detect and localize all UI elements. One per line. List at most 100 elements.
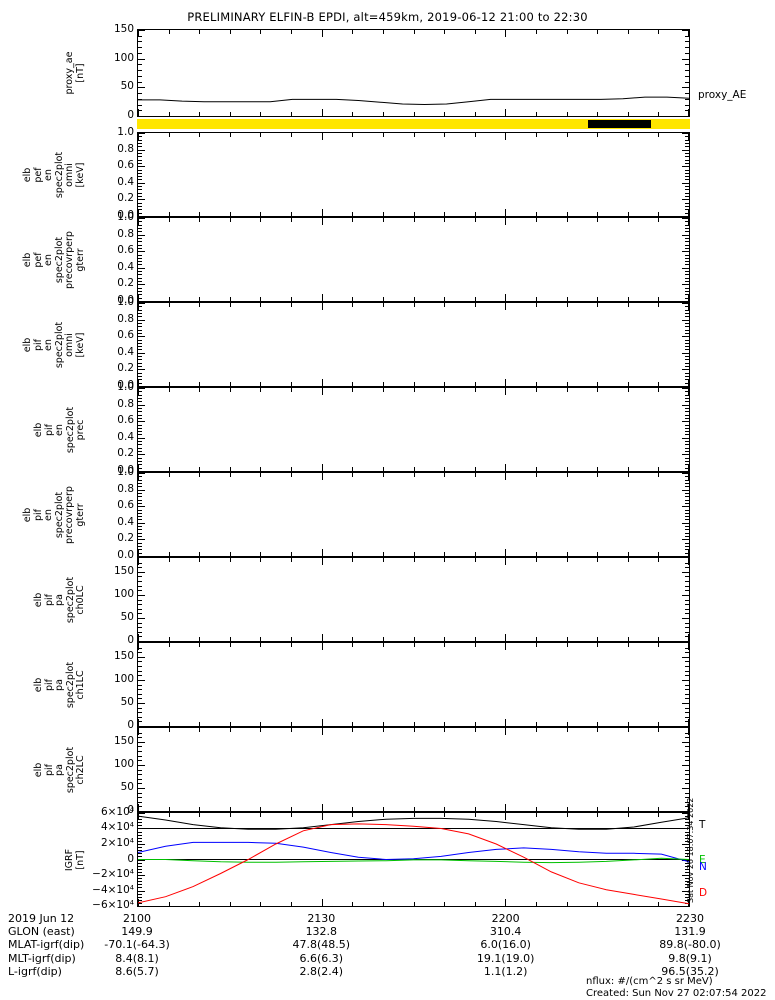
y-axis-label-igrf: IGRF [nT] bbox=[64, 812, 86, 907]
y-tick-label: 0.6 bbox=[117, 244, 134, 256]
y-axis-label-line: ch2LC bbox=[74, 754, 86, 785]
y-axis-label-elb-pef-en-precovrperp-gterr: elb pef en spec2plot precovrperp gterr bbox=[22, 217, 86, 302]
y-axis-label-line: prec bbox=[74, 419, 86, 440]
series-path-n bbox=[138, 841, 689, 863]
y-axis-label-line: spec2plot bbox=[64, 576, 75, 623]
axis-annotation-table: 2019 Jun 12 2100 2130 2200 2230 GLON (east) 14… bbox=[8, 912, 775, 978]
y-tick-label: 0 bbox=[127, 804, 134, 816]
y-tick-label: 0.6 bbox=[117, 159, 134, 171]
y-tick-label: 6×10⁴ bbox=[100, 806, 134, 818]
axis-annotation-value: 9.8(9.1) bbox=[668, 951, 712, 965]
panel-elb-pef-en-precovrperp-gterr bbox=[137, 217, 690, 302]
axis-annotation-row: MLAT-igrf(dip) -70.1(-64.3) 47.8(48.5) 6.0(… bbox=[8, 938, 775, 951]
y-axis-label-line: spec2plot bbox=[64, 406, 75, 453]
y-tick-label: −2×10⁴ bbox=[92, 868, 134, 880]
y-tick-label: 4×10⁴ bbox=[100, 821, 134, 833]
axis-annotation-value: 2200 bbox=[491, 912, 520, 925]
y-tick-label: 0 bbox=[127, 634, 134, 646]
y-axis-label-line: elb bbox=[22, 252, 33, 267]
y-tick-labels-elb-pef-en-omni: 1.0 0.8 0.6 0.4 0.2 0.0 bbox=[88, 127, 134, 221]
y-axis-label-line: elb bbox=[22, 507, 33, 522]
panel-elb-pif-pa-ch2lc bbox=[137, 727, 690, 812]
y-tick-label: 50 bbox=[120, 611, 134, 623]
axis-annotation-value: -70.1(-64.3) bbox=[104, 938, 170, 952]
axis-annotation-value: 2130 bbox=[307, 912, 336, 925]
y-tick-label: 0.2 bbox=[117, 532, 134, 544]
axis-annotation-row-label: GLON (east) bbox=[8, 925, 75, 939]
y-tick-labels-elb-pif-en-precovrperp-gterr: 1.0 0.8 0.6 0.4 0.2 0.0 bbox=[88, 467, 134, 561]
series-label-n: N bbox=[699, 861, 707, 874]
axis-annotation-value: 6.6(6.3) bbox=[299, 951, 344, 965]
footer-flux-units: nflux: #/(cm^2 s sr MeV) bbox=[586, 976, 713, 987]
series-canvas bbox=[138, 815, 689, 905]
y-tick-label: 0.8 bbox=[117, 398, 134, 410]
axis-annotation-row-label: MLT-igrf(dip) bbox=[8, 951, 76, 965]
y-axis-label-line: elb bbox=[22, 167, 33, 182]
y-axis-label-line: en bbox=[43, 168, 54, 181]
series-path-e bbox=[138, 857, 689, 864]
axis-annotation-row-label: 2019 Jun 12 bbox=[8, 912, 75, 925]
y-axis-label-line: [nT] bbox=[74, 849, 86, 870]
y-tick-label: 100 bbox=[113, 758, 134, 770]
y-tick-label: 0.8 bbox=[117, 143, 134, 155]
panel-plot-area bbox=[138, 728, 689, 811]
y-tick-label: 0.2 bbox=[117, 192, 134, 204]
axis-annotation-value: 1.1(1.2) bbox=[483, 964, 528, 978]
y-axis-label-line: elb bbox=[22, 337, 33, 352]
y-tick-label: 0.6 bbox=[117, 499, 134, 511]
y-axis-label-line: pa bbox=[53, 678, 65, 691]
panel-plot-area bbox=[138, 30, 689, 116]
axis-annotation-value: 19.1(19.0) bbox=[476, 951, 535, 965]
series-path-d bbox=[138, 823, 689, 905]
y-axis-label-line: elb bbox=[32, 762, 44, 777]
y-tick-label: 0.4 bbox=[117, 431, 134, 443]
panel-plot-area bbox=[138, 558, 689, 641]
y-tick-label: 0.0 bbox=[117, 464, 134, 476]
y-axis-label-line: IGRF bbox=[64, 848, 75, 871]
panel-plot-area bbox=[138, 133, 689, 216]
y-tick-label: 0.8 bbox=[117, 228, 134, 240]
y-tick-label: 50 bbox=[120, 696, 134, 708]
axis-annotation-value: 2100 bbox=[123, 912, 151, 925]
panel-plot-area bbox=[138, 473, 689, 556]
panel-elb-pif-pa-ch0lc bbox=[137, 557, 690, 642]
y-tick-label: 1.0 bbox=[117, 296, 134, 308]
y-axis-label-elb-pif-en-prec: elb pif en spec2plot prec bbox=[32, 387, 87, 472]
y-tick-label: −4×10⁴ bbox=[92, 884, 134, 896]
y-tick-label: −6×10⁴ bbox=[92, 899, 134, 911]
panel-plot-area bbox=[138, 218, 689, 301]
y-axis-label-elb-pif-pa-ch1lc: elb pif pa spec2plot ch1LC bbox=[33, 642, 87, 727]
footer-note: nflux: #/(cm^2 s sr MeV) Created: Sun No… bbox=[586, 976, 766, 1000]
y-tick-labels-elb-pif-en-prec: 1.0 0.8 0.6 0.4 0.2 0.0 bbox=[88, 382, 134, 476]
y-axis-label-line: spec2plot bbox=[64, 746, 75, 793]
series-label-e: E bbox=[699, 853, 706, 866]
y-axis-label-line: elb bbox=[32, 422, 44, 437]
y-axis-label-line: en bbox=[53, 423, 65, 436]
y-axis-label-line: ch1LC bbox=[74, 669, 86, 700]
y-tick-labels-elb-pif-pa-ch1lc: 150 100 50 0 bbox=[88, 642, 134, 731]
y-tick-label: 0.0 bbox=[117, 209, 134, 221]
y-tick-labels-proxy-ae: 150 100 50 0 bbox=[88, 24, 134, 121]
axis-annotation-row: GLON (east) 149.9 132.8 310.4 131.9 bbox=[8, 925, 775, 938]
y-axis-label-line: en bbox=[43, 508, 54, 521]
y-axis-label-line: omni bbox=[64, 332, 75, 357]
y-tick-label: 1.0 bbox=[117, 381, 134, 393]
y-tick-label: 150 bbox=[113, 650, 134, 662]
y-axis-label-line: omni bbox=[64, 162, 75, 187]
y-axis-label-line: pif bbox=[43, 678, 54, 691]
axis-annotation-value: 6.0(16.0) bbox=[480, 938, 531, 952]
proxy-ae-status-bar-segment bbox=[587, 120, 652, 128]
y-tick-label: 1.0 bbox=[117, 211, 134, 223]
y-axis-label-line: pif bbox=[43, 423, 54, 436]
y-axis-label-line: gterr bbox=[74, 247, 86, 272]
y-axis-label-line: precovrperp bbox=[64, 230, 75, 289]
y-axis-label-elb-pif-en-omni: elb pif en spec2plot omni [keV] bbox=[22, 302, 86, 387]
panel-plot-area bbox=[138, 388, 689, 471]
axis-annotation-value: 131.9 bbox=[674, 925, 706, 939]
y-axis-label-line: proxy_ae bbox=[64, 51, 75, 95]
y-tick-label: 100 bbox=[113, 673, 134, 685]
y-axis-label-elb-pif-pa-ch2lc: elb pif pa spec2plot ch2LC bbox=[32, 727, 87, 812]
axis-annotation-row: 2019 Jun 12 2100 2130 2200 2230 bbox=[8, 912, 775, 925]
axis-annotation-value: 89.8(-80.0) bbox=[659, 938, 721, 952]
y-axis-label-line: [keV] bbox=[74, 162, 86, 187]
